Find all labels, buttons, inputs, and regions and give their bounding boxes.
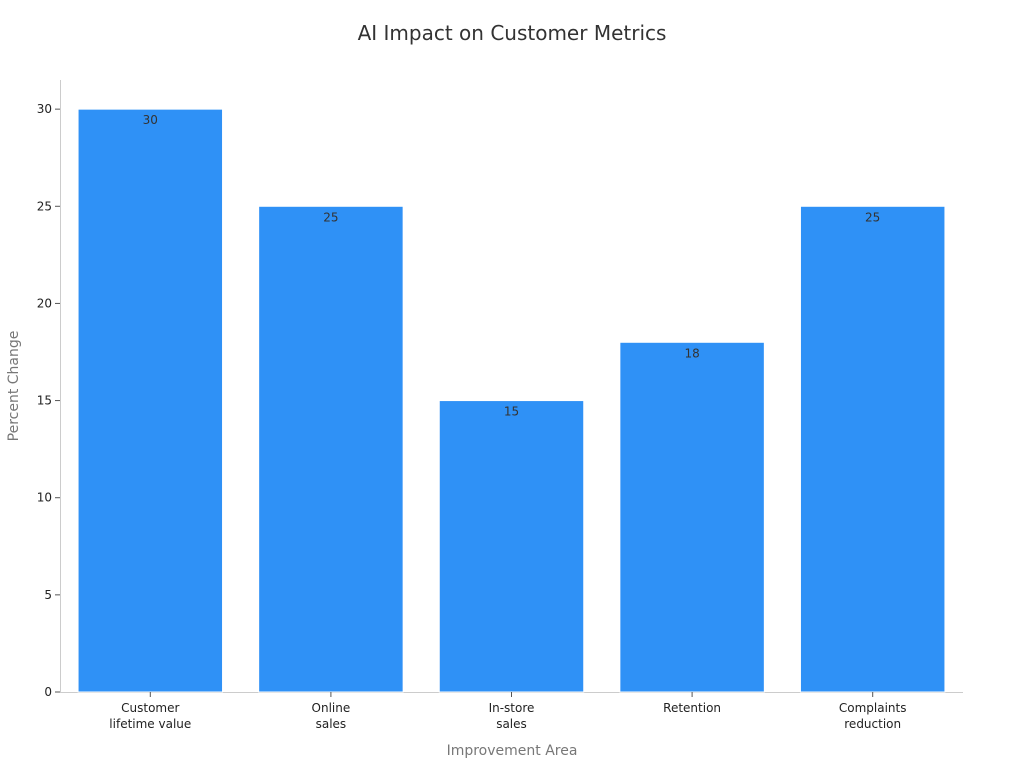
x-tick-label: sales [496, 717, 527, 731]
x-axis-label: Improvement Area [447, 743, 578, 759]
x-axis-ticks: Customer lifetime value Online sales In-stor… [109, 692, 907, 731]
bar [799, 205, 946, 693]
x-tick-label: sales [316, 717, 347, 731]
x-tick-label: Online [312, 701, 351, 715]
chart-title: AI Impact on Customer Metrics [358, 21, 667, 45]
x-tick-label: In-store [489, 701, 535, 715]
bar [619, 341, 765, 693]
data-labels: 30 25 15 18 25 [143, 113, 881, 418]
x-tick-label: Complaints [839, 701, 907, 715]
y-tick-label: 10 [37, 491, 52, 505]
bar [438, 400, 585, 693]
bar [77, 108, 224, 693]
y-tick-label: 25 [37, 199, 52, 213]
y-tick-label: 20 [37, 296, 52, 310]
x-tick-label: Customer [121, 701, 179, 715]
y-tick-label: 5 [44, 588, 52, 602]
y-axis-label: Percent Change [6, 331, 22, 442]
y-axis-ticks: 0 5 10 15 20 25 30 [37, 102, 60, 699]
y-tick-label: 15 [37, 394, 52, 408]
bar [258, 205, 404, 693]
x-tick-label: reduction [844, 717, 901, 731]
x-tick-label: lifetime value [109, 717, 191, 731]
data-label: 25 [865, 210, 880, 224]
data-label: 15 [504, 405, 519, 419]
bars [77, 108, 946, 693]
y-tick-label: 30 [37, 102, 52, 116]
x-tick-label: Retention [663, 701, 721, 715]
data-label: 18 [684, 346, 699, 360]
data-label: 25 [323, 210, 338, 224]
data-label: 30 [143, 113, 158, 127]
y-tick-label: 0 [44, 685, 52, 699]
